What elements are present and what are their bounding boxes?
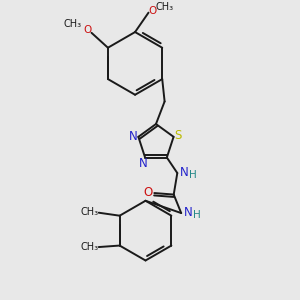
Text: H: H: [193, 209, 201, 220]
Text: CH₃: CH₃: [80, 207, 98, 217]
Text: CH₃: CH₃: [64, 20, 82, 29]
Text: O: O: [148, 6, 157, 16]
Text: CH₃: CH₃: [156, 2, 174, 12]
Text: N: N: [179, 166, 188, 179]
Text: N: N: [183, 206, 192, 219]
Text: S: S: [174, 129, 182, 142]
Text: O: O: [83, 25, 91, 35]
Text: N: N: [129, 130, 137, 143]
Text: N: N: [139, 157, 148, 170]
Text: H: H: [189, 169, 197, 179]
Text: CH₃: CH₃: [80, 242, 98, 252]
Text: O: O: [144, 186, 153, 199]
